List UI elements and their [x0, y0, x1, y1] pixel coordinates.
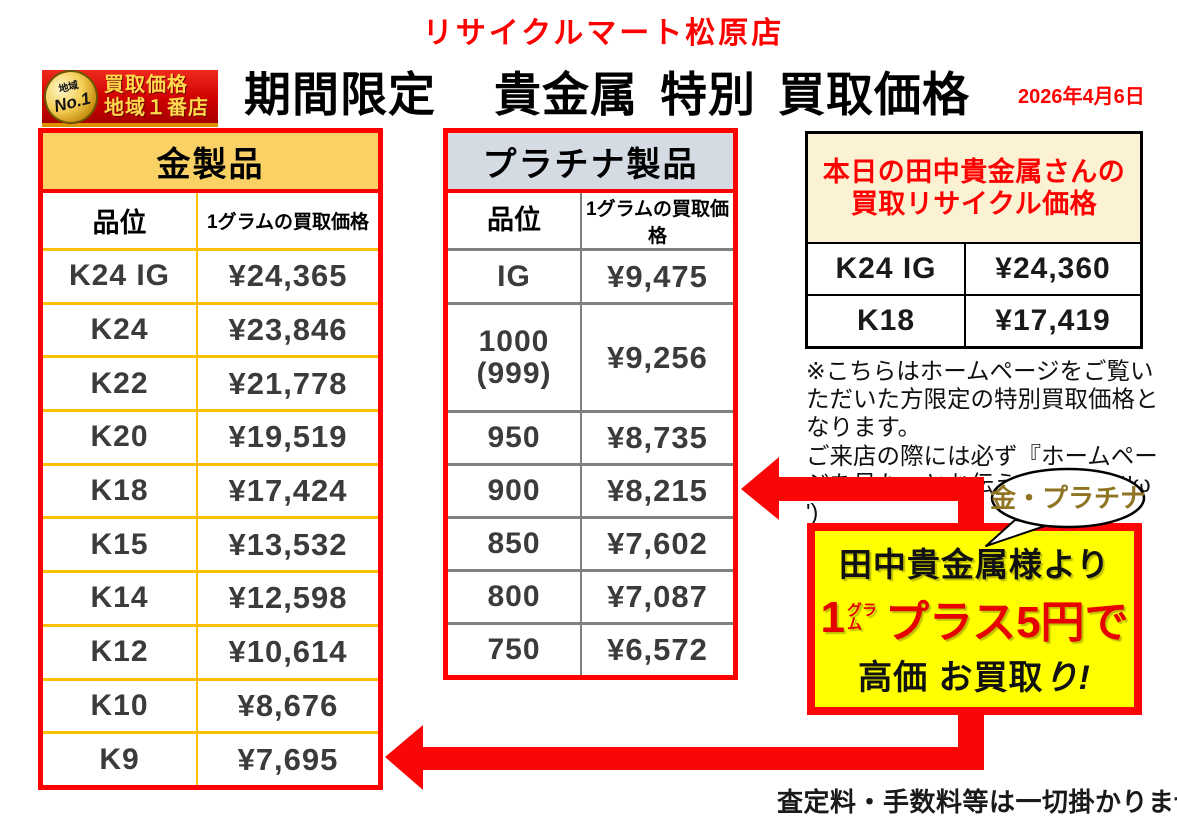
table-row: K24 ¥23,846 — [43, 301, 378, 356]
table-row: K18 ¥17,424 — [43, 462, 378, 517]
notice-line: ※こちらはホームページをご覧い — [806, 358, 1154, 384]
badge-line-1: 買取価格 — [104, 74, 188, 96]
notice-line: ') — [806, 498, 819, 525]
homepage-notice: ※こちらはホームページをご覧い ただいた方限定の特別買取価格と なります。 ご来… — [806, 357, 1177, 526]
tanaka-header-line-2: 買取リサイクル価格 — [850, 189, 1098, 219]
heading-part-metal: 貴金属 — [494, 68, 638, 121]
platinum-table-title: プラチナ製品 — [448, 133, 733, 193]
badge-line-2: 地域１番店 — [104, 97, 209, 119]
table-row: K18 ¥17,419 — [808, 294, 1140, 346]
platinum-price-table: プラチナ製品 品位 1グラムの買取価格 IG ¥9,475 1000 (999) ¥9… — [443, 128, 738, 680]
tanaka-header-line-1: 本日の田中貴金属さんの — [822, 156, 1126, 187]
heading-part-price: 買取価格 — [778, 68, 970, 121]
tanaka-reference-box: 本日の田中貴金属さんの 買取リサイクル価格 K24 IG ¥24,360 K18… — [805, 131, 1143, 349]
promo-line-2: 1 グラ ム プラス5円で — [820, 586, 1128, 650]
table-row: K20 ¥19,519 — [43, 409, 378, 463]
table-row: 750 ¥6,572 — [448, 622, 733, 675]
gold-table-title: 金製品 — [43, 133, 378, 193]
tanaka-box-header: 本日の田中貴金属さんの 買取リサイクル価格 — [808, 134, 1140, 242]
platinum-col-price: 1グラムの買取価格 — [586, 198, 729, 247]
table-row: 950 ¥8,735 — [448, 410, 733, 463]
promo-box: 田中貴金属様より 1 グラ ム プラス5円で 高価 お買取り! — [807, 523, 1142, 715]
promo-line-3: 高価 お買取り! — [858, 659, 1091, 697]
footer-note: 査定料・手数料等は一切掛かりません — [777, 787, 1177, 817]
gold-price-table: 金製品 品位 1グラムの買取価格 K24 IG ¥24,365 K24 ¥23,84… — [38, 128, 383, 790]
promo-gram-number: 1 — [820, 593, 845, 642]
notice-line: ジを見た』とお伝えください(*'ω — [806, 470, 1151, 497]
promo-plus5: プラス5円で — [884, 598, 1129, 647]
table-row: K9 ¥7,695 — [43, 731, 378, 785]
gold-col-grade: 品位 — [43, 193, 198, 248]
table-row: K15 ¥13,532 — [43, 516, 378, 571]
heading-part-special: 特別 — [660, 68, 756, 121]
notice-line: ただいた方限定の特別買取価格と — [806, 386, 1159, 413]
main-heading: 期間限定 貴金属 特別 買取価格 — [244, 56, 970, 125]
platinum-table-header-row: 品位 1グラムの買取価格 — [448, 193, 733, 248]
table-row: K22 ¥21,778 — [43, 355, 378, 410]
gram-unit: グラ ム — [846, 601, 877, 633]
table-row: K24 IG ¥24,360 — [808, 242, 1140, 294]
table-row: K24 IG ¥24,365 — [43, 248, 378, 302]
table-row: K10 ¥8,676 — [43, 677, 378, 732]
notice-line: ご来店の際には必ず『ホームペー — [806, 442, 1158, 469]
store-title: リサイクルマート松原店 — [422, 17, 785, 50]
no1-coin-icon: 地域 No.1 — [38, 64, 104, 130]
heading-part-limited: 期間限定 — [244, 68, 436, 121]
gold-col-price: 1グラムの買取価格 — [207, 212, 369, 233]
table-row: 900 ¥8,215 — [448, 463, 733, 516]
notice-line: なります。 — [806, 414, 922, 441]
promo-line-1: 田中貴金属様より — [838, 546, 1111, 583]
table-row: 1000 (999) ¥9,256 — [448, 302, 733, 410]
gold-table-header-row: 品位 1グラムの買取価格 — [43, 193, 378, 248]
badge-text: 買取価格 地域１番店 — [104, 74, 209, 120]
table-row: K14 ¥12,598 — [43, 570, 378, 624]
platinum-col-grade: 品位 — [448, 193, 582, 248]
date-label: 2026年4月6日 — [1018, 86, 1145, 108]
table-row: K12 ¥10,614 — [43, 623, 378, 678]
no1-badge: 地域 No.1 買取価格 地域１番店 — [38, 64, 218, 130]
coin-no1-label: No.1 — [52, 88, 93, 117]
table-row: 800 ¥7,087 — [448, 569, 733, 622]
table-row: 850 ¥7,602 — [448, 516, 733, 569]
table-row: IG ¥9,475 — [448, 248, 733, 302]
